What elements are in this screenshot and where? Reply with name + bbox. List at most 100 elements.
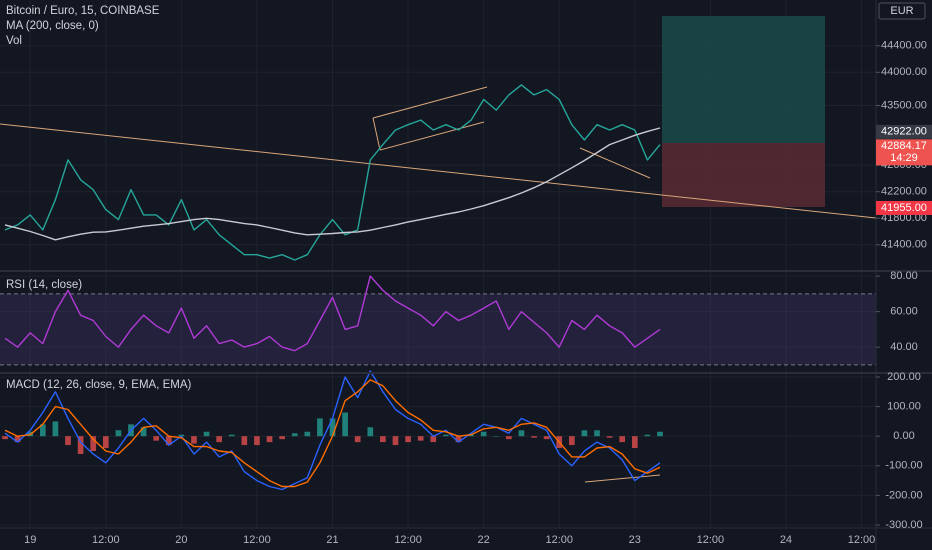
x-tick-label: 12:00 xyxy=(394,534,422,546)
histogram-bar xyxy=(329,418,336,437)
series-line xyxy=(4,379,661,488)
y-tick-label: 200.00 xyxy=(887,371,921,383)
x-tick-label: 12:00 xyxy=(243,534,271,546)
histogram-bar xyxy=(430,436,437,443)
price-label: 42922.00 xyxy=(881,126,927,138)
histogram-bar xyxy=(342,412,348,437)
y-tick-label: 100.00 xyxy=(887,400,921,412)
series-line xyxy=(4,84,661,261)
rsi-band xyxy=(0,293,876,365)
histogram-bar xyxy=(153,436,160,441)
histogram-bar xyxy=(2,436,8,440)
price-label-box xyxy=(876,200,932,215)
price-label: 42884.17 xyxy=(881,140,927,152)
histogram-bar xyxy=(594,430,600,437)
divergence-line xyxy=(584,474,661,483)
histogram-bar xyxy=(506,436,512,440)
histogram-bar xyxy=(657,431,663,437)
histogram-bar xyxy=(468,434,474,437)
histogram-bar xyxy=(531,436,537,438)
labels-layer: Bitcoin / Euro, 15, COINBASE MA (200, cl… xyxy=(6,2,932,546)
histogram-bar xyxy=(493,436,500,437)
y-tick-label: 41400.00 xyxy=(881,239,927,251)
target-zone xyxy=(662,16,825,143)
histogram-bar xyxy=(543,436,550,440)
series-line xyxy=(4,127,661,241)
y-tick-label: -100.00 xyxy=(885,460,922,472)
channel-line xyxy=(372,86,488,119)
divergence-line xyxy=(579,147,651,179)
y-tick-label: -300.00 xyxy=(885,519,922,531)
histogram-bar xyxy=(367,427,374,437)
y-tick-label: 41800.00 xyxy=(881,212,927,224)
histogram-bar xyxy=(90,436,97,451)
x-tick-label: 12:00 xyxy=(545,534,573,546)
histogram-bar xyxy=(291,433,298,437)
histogram-bar xyxy=(455,436,462,443)
histogram-bar xyxy=(581,430,588,437)
currency[interactable]: EUR xyxy=(890,5,913,17)
histogram-bar xyxy=(606,436,613,438)
histogram-bar xyxy=(354,436,361,443)
x-tick-label: 21 xyxy=(326,534,338,546)
series-line xyxy=(4,275,661,352)
macd-legend: MACD (12, 26, close, 9, EMA, EMA) xyxy=(6,379,192,391)
stop-zone xyxy=(662,143,825,207)
x-tick-label: 24 xyxy=(780,534,792,546)
x-tick-label: 12:00 xyxy=(92,534,120,546)
rsi-legend: RSI (14, close) xyxy=(6,279,82,291)
histogram-bar xyxy=(39,424,46,437)
x-tick-label: 19 xyxy=(24,534,36,546)
histogram-bar xyxy=(102,436,109,449)
histogram-bar xyxy=(216,436,222,443)
histogram-bar xyxy=(266,436,273,443)
currency-box[interactable] xyxy=(878,2,926,20)
histogram-bar xyxy=(228,434,235,437)
histogram-bar xyxy=(443,434,449,437)
histogram-bar xyxy=(619,436,626,443)
price-label-box xyxy=(876,124,932,139)
histogram-bar xyxy=(644,434,651,437)
trend-line xyxy=(0,123,877,219)
y-tick-label: 44400.00 xyxy=(881,40,927,52)
histogram-bar xyxy=(165,436,172,446)
histogram-bar xyxy=(65,436,71,446)
x-tick-label: 22 xyxy=(478,534,490,546)
marks-layer xyxy=(2,84,663,491)
y-tick-label: 60.00 xyxy=(890,306,918,318)
histogram-bar xyxy=(191,436,197,444)
histogram-bar xyxy=(52,421,59,437)
histogram-bar xyxy=(241,436,248,446)
histogram-bar xyxy=(77,436,84,454)
drawings xyxy=(0,16,877,483)
x-tick-label: 12:00 xyxy=(697,534,725,546)
y-tick-label: 80.00 xyxy=(890,270,918,282)
histogram-bar xyxy=(254,436,260,446)
histogram-bar xyxy=(317,418,323,437)
y-tick-label: 42200.00 xyxy=(881,186,927,198)
price-label-time: 14:29 xyxy=(890,152,918,164)
grid-layer xyxy=(0,0,876,528)
histogram-bar xyxy=(304,431,311,437)
x-tick-label: 23 xyxy=(629,534,641,546)
channel-line xyxy=(379,121,485,151)
histogram-bar xyxy=(405,436,411,443)
y-tick-label: -200.00 xyxy=(885,489,922,501)
histogram-bar xyxy=(518,430,525,437)
histogram-bar xyxy=(392,436,399,446)
channel-line xyxy=(372,117,381,151)
price-label: 41955.00 xyxy=(881,202,927,214)
histogram-bar xyxy=(115,430,122,437)
volume-legend: Vol xyxy=(6,35,22,47)
y-tick-label: 40.00 xyxy=(890,341,918,353)
histogram-bar xyxy=(631,436,638,449)
price-label-box xyxy=(876,139,932,166)
histogram-bar xyxy=(140,427,147,437)
histogram-bar xyxy=(279,436,285,440)
histogram-bar xyxy=(178,434,185,437)
histogram-bar xyxy=(203,431,210,437)
histogram-bar xyxy=(14,436,21,443)
